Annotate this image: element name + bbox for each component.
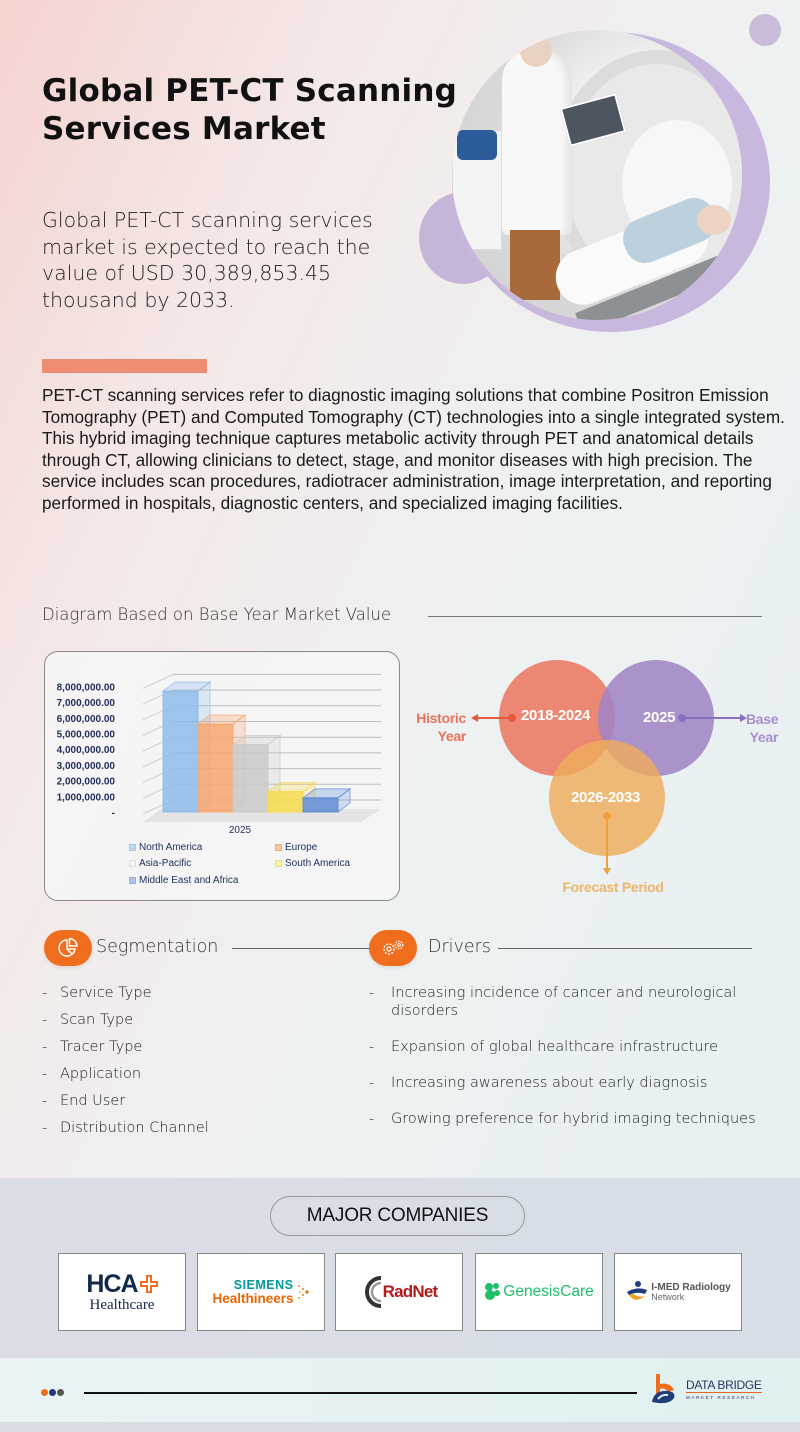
forecast-period-label: Forecast Period — [562, 879, 664, 895]
svg-text:4,000,000.00: 4,000,000.00 — [57, 745, 116, 756]
divider — [428, 616, 762, 617]
list-item: Increasing incidence of cancer and neuro… — [369, 984, 769, 1020]
svg-text:7,000,000.00: 7,000,000.00 — [57, 698, 116, 709]
legend-item: North America — [129, 842, 202, 853]
legend-label: South America — [285, 858, 351, 869]
legend-item: Europe — [275, 842, 317, 853]
logo-siemens-healthineers: SIEMENS Healthineers — [197, 1253, 325, 1331]
list-item: Increasing awareness about early diagnos… — [369, 1074, 769, 1092]
drivers-list: Increasing incidence of cancer and neuro… — [369, 984, 769, 1146]
historic-year-label: Historic Year — [416, 710, 466, 744]
base-range: 2025 — [643, 709, 676, 726]
data-bridge-mark-icon — [652, 1374, 675, 1404]
legend-label: North America — [139, 842, 203, 853]
logo-radnet: RadNet — [335, 1253, 463, 1331]
divider — [498, 948, 752, 949]
list-item: Scan Type — [42, 1011, 342, 1038]
svg-text:6,000,000.00: 6,000,000.00 — [57, 714, 116, 725]
list-item: Tracer Type — [42, 1038, 342, 1065]
logo-hca-healthcare: HCA Healthcare — [58, 1253, 186, 1331]
list-item: Service Type — [42, 984, 342, 1011]
connector-dot — [678, 714, 686, 722]
logo-genesiscare: GenesisCare — [475, 1253, 603, 1331]
forecast-range: 2026-2033 — [571, 789, 641, 806]
timeline-venn: 2018-2024 2025 2026-2033 Historic Year B… — [410, 640, 790, 900]
footer-strip — [0, 1422, 800, 1432]
connector-dot — [508, 714, 516, 722]
genesiscare-mark-icon — [485, 1283, 501, 1300]
list-item: Growing preference for hybrid imaging te… — [369, 1110, 769, 1128]
market-description: PET-CT scanning services refer to diagno… — [42, 385, 785, 513]
radnet-arc-icon — [364, 1276, 381, 1308]
arrow-down-icon — [603, 868, 611, 875]
siemens-dots-icon — [297, 1285, 309, 1299]
list-item: End User — [42, 1092, 342, 1119]
historic-range: 2018-2024 — [521, 707, 591, 724]
footer-dot — [57, 1389, 64, 1396]
segmentation-badge — [44, 930, 92, 966]
footer-dots — [41, 1389, 64, 1396]
legend-label: Asia-Pacific — [139, 858, 192, 869]
legend-item: South America — [275, 858, 350, 869]
diagram-heading: Diagram Based on Base Year Market Value — [42, 605, 392, 624]
svg-text:5,000,000.00: 5,000,000.00 — [57, 730, 116, 741]
accent-bar — [42, 359, 207, 373]
legend-item: Middle East and Africa — [129, 875, 239, 886]
arrow-right-icon — [740, 714, 747, 722]
hca-cross-icon — [139, 1275, 158, 1293]
legend-swatch — [275, 844, 282, 851]
bar-chart: - 1,000,000.00 2,000,000.00 3,000,000.00 4,0… — [57, 673, 381, 836]
svg-text:2025: 2025 — [229, 825, 252, 836]
divider — [232, 948, 372, 949]
pie-chart-icon — [58, 937, 78, 957]
list-item: Distribution Channel — [42, 1119, 342, 1146]
imed-figure-icon — [627, 1281, 648, 1300]
data-bridge-logo: DATA BRIDGE MARKET RESEARCH — [648, 1372, 762, 1406]
segmentation-list: Service Type Scan Type Tracer Type Appli… — [42, 984, 342, 1146]
connector-line — [606, 818, 608, 870]
legend-swatch — [129, 860, 136, 867]
footer-dot — [49, 1389, 56, 1396]
legend-label: Europe — [285, 842, 318, 853]
legend-swatch — [129, 877, 136, 884]
bar-middle-east-and-africa — [301, 787, 352, 813]
logo-imed-radiology: I-MED Radiology Network — [614, 1253, 742, 1331]
svg-text:2,000,000.00: 2,000,000.00 — [57, 777, 116, 788]
companies-heading: MAJOR COMPANIES — [270, 1196, 525, 1236]
drivers-badge — [369, 930, 417, 966]
svg-text:3,000,000.00: 3,000,000.00 — [57, 761, 116, 772]
list-item: Expansion of global healthcare infrastru… — [369, 1038, 769, 1056]
bar-chart-panel: - 1,000,000.00 2,000,000.00 3,000,000.00 4,0… — [44, 651, 400, 901]
gears-icon — [383, 940, 404, 955]
decorative-circle — [749, 14, 781, 46]
legend-item: Asia-Pacific — [129, 858, 191, 869]
base-year-label: Base Year — [746, 711, 779, 745]
page-title: Global PET-CT Scanning Services Market — [42, 73, 457, 147]
segmentation-title: Segmentation — [96, 937, 219, 957]
list-item: Application — [42, 1065, 342, 1092]
connector-line — [684, 717, 740, 719]
footer-dot — [41, 1389, 48, 1396]
connector-dot — [603, 812, 611, 820]
legend-label: Middle East and Africa — [139, 875, 239, 886]
arrow-left-icon — [471, 714, 478, 722]
drivers-title: Drivers — [428, 937, 491, 957]
svg-text:-: - — [112, 808, 115, 819]
svg-text:8,000,000.00: 8,000,000.00 — [57, 682, 116, 693]
hero-image-pet-ct-scan — [452, 30, 742, 320]
connector-line — [478, 717, 510, 719]
legend-swatch — [275, 860, 282, 867]
svg-text:1,000,000.00: 1,000,000.00 — [57, 792, 116, 803]
footer-divider — [84, 1392, 637, 1394]
market-summary: Global PET-CT scanning services market i… — [42, 208, 373, 312]
legend-swatch — [129, 844, 136, 851]
